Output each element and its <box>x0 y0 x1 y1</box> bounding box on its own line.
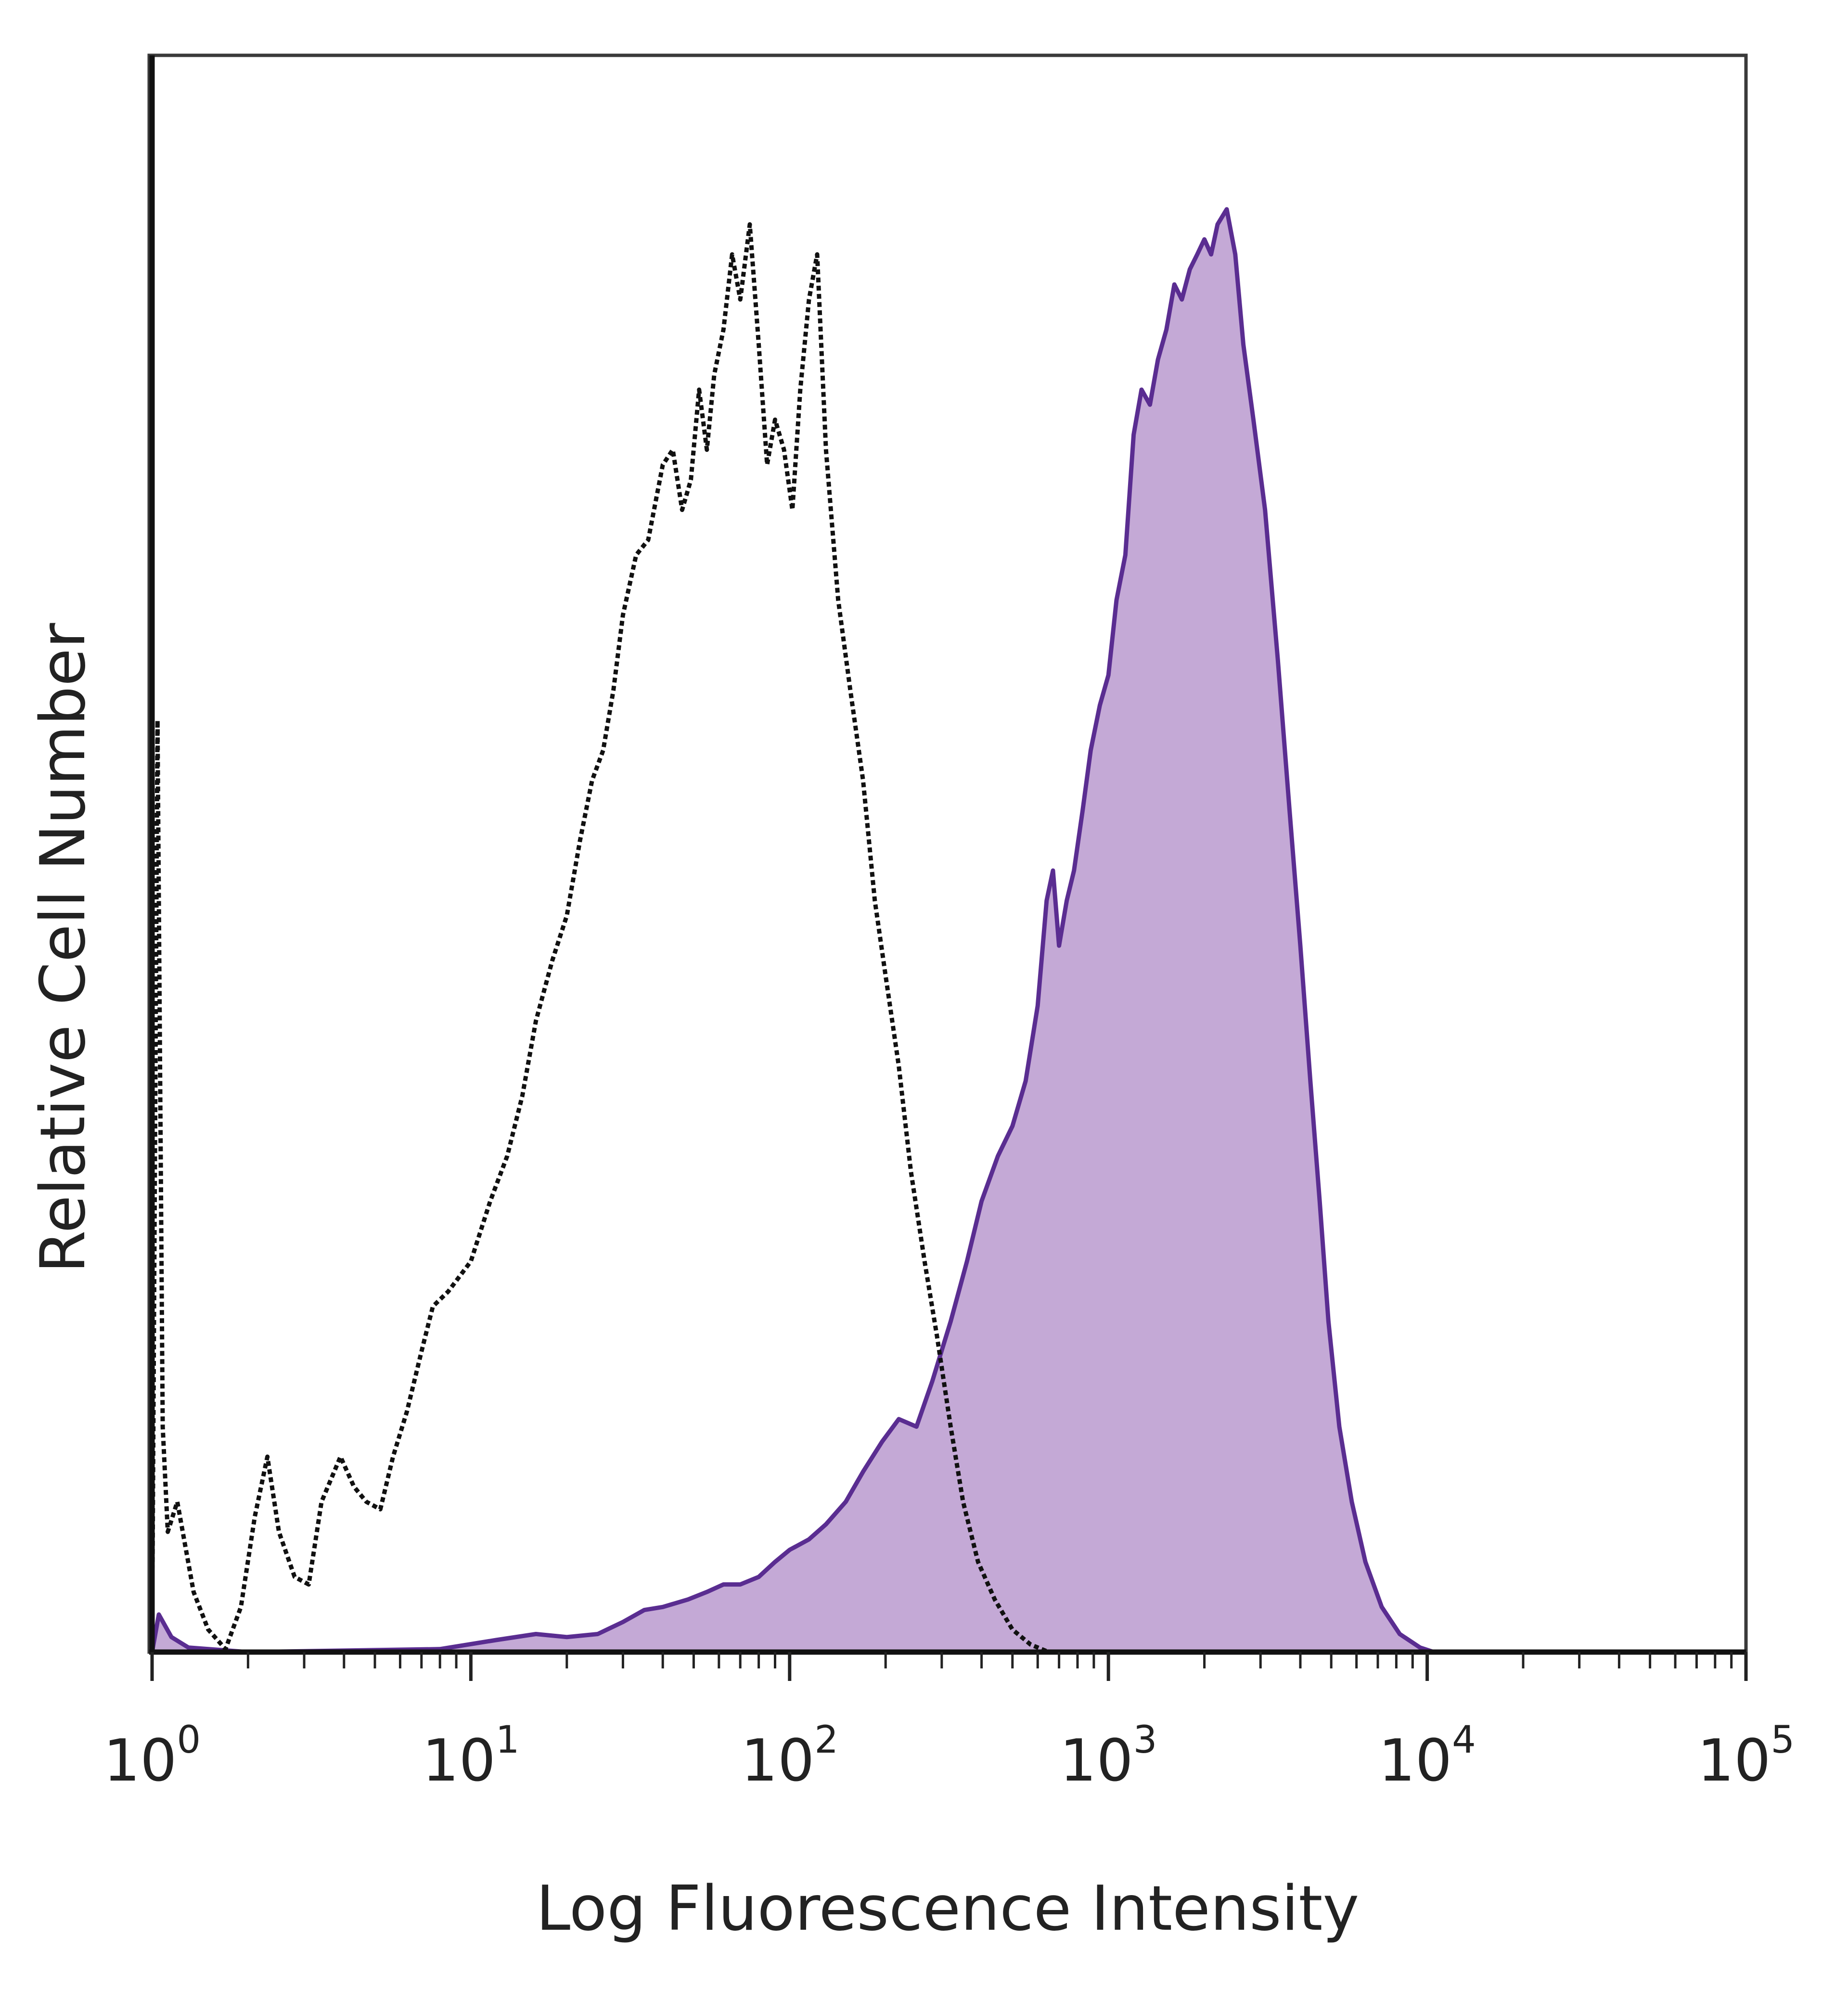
x-tick-label-exponent: 0 <box>177 1718 201 1762</box>
x-tick-label-base: 10 <box>1060 1728 1133 1795</box>
x-tick-label-base: 10 <box>103 1728 177 1795</box>
x-tick-label-exponent: 3 <box>1133 1718 1157 1762</box>
x-tick-label: 102 <box>741 1718 838 1795</box>
x-tick-label-base: 10 <box>741 1728 815 1795</box>
x-tick-layer <box>150 1652 1748 1681</box>
series-0-line <box>150 222 1746 1654</box>
x-tick-label: 100 <box>103 1718 201 1795</box>
x-tick-label-exponent: 1 <box>496 1718 520 1762</box>
series-1-line <box>150 207 1746 1654</box>
series-1-area <box>152 209 1746 1653</box>
x-tick-label: 105 <box>1697 1718 1795 1795</box>
x-tick-label-layer: 100 101 102 103 104 105 <box>103 1718 1795 1795</box>
x-tick-label-base: 10 <box>1378 1728 1452 1795</box>
x-tick-label-exponent: 4 <box>1452 1718 1476 1762</box>
x-tick-label: 101 <box>422 1718 519 1795</box>
x-tick-label: 104 <box>1378 1718 1476 1795</box>
x-tick-label: 103 <box>1060 1718 1157 1795</box>
x-tick-label-base: 10 <box>422 1728 496 1795</box>
x-tick-label-exponent: 2 <box>814 1718 838 1762</box>
x-axis-title: Log Fluorescence Intensity <box>536 1873 1359 1945</box>
x-tick-label-exponent: 5 <box>1771 1718 1795 1762</box>
x-tick-label-base: 10 <box>1697 1728 1771 1795</box>
y-axis-title: Relative Cell Number <box>27 623 99 1273</box>
series-layer <box>150 207 1746 1654</box>
